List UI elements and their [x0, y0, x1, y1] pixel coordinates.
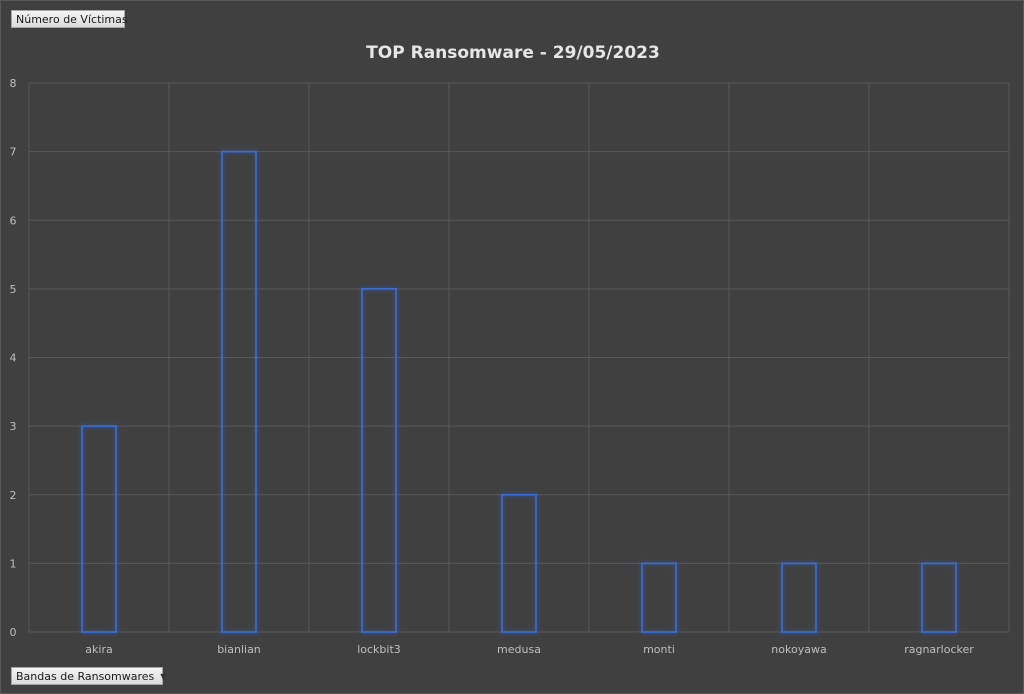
- y-tick-label: 8: [10, 77, 17, 90]
- x-tick-label-lockbit3: lockbit3: [357, 643, 401, 656]
- x-tick-label-nokoyawa: nokoyawa: [771, 643, 826, 656]
- y-tick-label: 2: [10, 489, 17, 502]
- bar-akira[interactable]: [81, 425, 117, 633]
- x-tick-label-ragnarlocker: ragnarlocker: [904, 643, 974, 656]
- bar-lockbit3[interactable]: [361, 288, 397, 633]
- y-tick-label: 5: [10, 283, 17, 296]
- dropdown-arrow-icon: ▼: [160, 671, 167, 681]
- x-tick-label-medusa: medusa: [497, 643, 541, 656]
- bar-glow-nokoyawa: [780, 561, 818, 634]
- axis-field-label: Bandas de Ransomwares: [16, 669, 155, 683]
- x-tick-label-monti: monti: [643, 643, 675, 656]
- y-tick-label: 0: [10, 626, 17, 639]
- bar-bianlian[interactable]: [221, 150, 257, 633]
- bar-medusa[interactable]: [501, 493, 537, 633]
- chart-title: TOP Ransomware - 29/05/2023: [366, 43, 660, 63]
- x-tick-label-bianlian: bianlian: [217, 643, 261, 656]
- axis-field-button[interactable]: Bandas de Ransomwares ▼: [11, 667, 167, 685]
- bar-glow-akira: [80, 424, 118, 634]
- bar-glow-bianlian: [220, 149, 258, 634]
- y-tick-label: 1: [10, 557, 17, 570]
- bar-nokoyawa[interactable]: [781, 562, 817, 633]
- values-field-button[interactable]: Número de Víctimas: [11, 10, 128, 28]
- y-tick-label: 3: [10, 420, 17, 433]
- bar-glow-lockbit3: [360, 286, 398, 634]
- y-tick-label: 6: [10, 214, 17, 227]
- x-tick-label-akira: akira: [85, 643, 112, 656]
- y-tick-label: 4: [10, 352, 17, 365]
- bar-monti[interactable]: [641, 562, 677, 633]
- y-tick-label: 7: [10, 146, 17, 159]
- bar-ragnarlocker[interactable]: [921, 562, 957, 633]
- bar-glow-ragnarlocker: [920, 561, 958, 634]
- bar-glow-monti: [640, 561, 678, 634]
